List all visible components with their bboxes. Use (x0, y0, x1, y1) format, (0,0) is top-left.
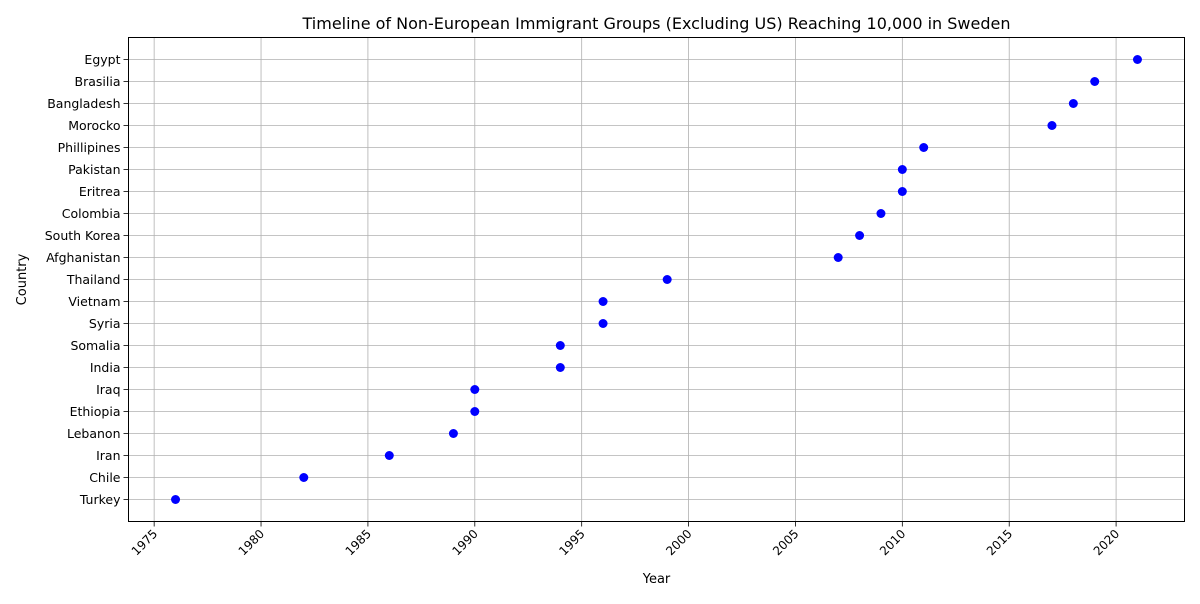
y-tick-label: Turkey (79, 492, 121, 507)
data-point (299, 473, 309, 482)
data-point (171, 495, 181, 504)
y-tick-label: Vietnam (68, 294, 120, 309)
data-point (1132, 55, 1142, 64)
y-tick-label: Lebanon (67, 426, 121, 441)
x-tick-label: 2015 (984, 527, 1015, 558)
x-axis-label: Year (642, 572, 671, 587)
data-point (897, 165, 907, 174)
x-tick-label: 2020 (1091, 527, 1122, 558)
data-point (1047, 121, 1057, 130)
y-tick-label: Thailand (66, 272, 121, 287)
y-axis: Turkey Chile Iran Lebanon Ethiopia Iraq India S… (45, 52, 129, 507)
y-tick-label: Phillipines (58, 140, 121, 155)
data-point (1068, 99, 1078, 108)
data-point (470, 385, 480, 394)
data-point (448, 429, 458, 438)
y-tick-label: Afghanistan (46, 250, 120, 265)
data-point (662, 275, 672, 284)
x-tick-label: 1985 (343, 527, 374, 558)
x-tick-label: 1975 (129, 527, 160, 558)
data-point (555, 341, 565, 350)
x-tick-label: 1995 (556, 527, 587, 558)
y-tick-label: Egypt (84, 52, 120, 67)
grid (128, 37, 1185, 522)
x-tick-label: 2010 (877, 527, 908, 558)
data-point (598, 319, 608, 328)
y-tick-label: South Korea (45, 228, 121, 243)
y-tick-label: Chile (89, 470, 121, 485)
data-point (598, 297, 608, 306)
data-point (833, 253, 843, 262)
y-tick-label: Colombia (62, 206, 121, 221)
x-axis: 1975 1980 1985 1990 1995 2000 2005 2010 2015 2020 (129, 521, 1122, 558)
x-tick-label: 2005 (770, 527, 801, 558)
x-tick-label: 2000 (663, 527, 694, 558)
data-point (384, 451, 394, 460)
y-tick-label: Iraq (96, 382, 120, 397)
y-tick-label: India (90, 360, 121, 375)
data-points (171, 55, 1142, 504)
data-point (470, 407, 480, 416)
y-tick-label: Eritrea (79, 184, 121, 199)
data-point (1090, 77, 1100, 86)
y-tick-label: Ethiopia (70, 404, 121, 419)
y-tick-label: Bangladesh (47, 96, 120, 111)
y-axis-label: Country (15, 253, 30, 305)
data-point (855, 231, 865, 240)
chart-title: Timeline of Non-European Immigrant Group… (302, 14, 1011, 33)
y-tick-label: Brasilia (75, 74, 121, 89)
x-tick-label: 1980 (236, 527, 267, 558)
y-tick-label: Morocko (68, 118, 120, 133)
data-point (897, 187, 907, 196)
data-point (876, 209, 886, 218)
data-point (555, 363, 565, 372)
y-tick-label: Somalia (70, 338, 120, 353)
y-tick-label: Syria (89, 316, 121, 331)
data-point (919, 143, 929, 152)
y-tick-label: Pakistan (68, 162, 120, 177)
y-tick-label: Iran (96, 448, 120, 463)
x-tick-label: 1990 (449, 527, 480, 558)
